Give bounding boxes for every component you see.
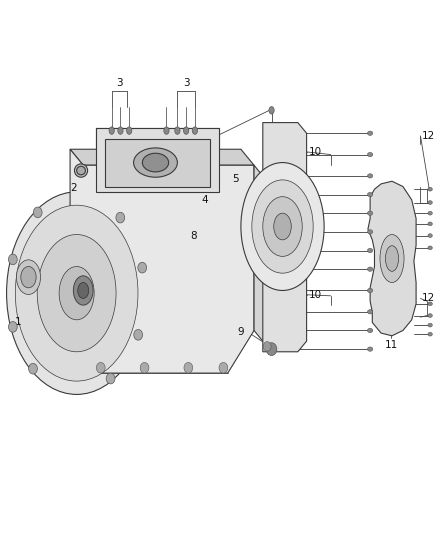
Ellipse shape	[74, 164, 88, 177]
Polygon shape	[263, 123, 307, 352]
Polygon shape	[96, 128, 219, 149]
Ellipse shape	[380, 235, 404, 282]
Ellipse shape	[428, 222, 432, 226]
Text: 12: 12	[422, 131, 435, 141]
Polygon shape	[96, 128, 219, 192]
Ellipse shape	[15, 205, 138, 381]
Circle shape	[134, 329, 142, 340]
Ellipse shape	[428, 187, 432, 191]
Ellipse shape	[7, 192, 147, 394]
Polygon shape	[254, 165, 267, 346]
Circle shape	[184, 362, 193, 373]
Ellipse shape	[142, 154, 169, 172]
Text: 9: 9	[238, 327, 244, 336]
Ellipse shape	[59, 266, 94, 320]
Ellipse shape	[192, 127, 198, 134]
Ellipse shape	[428, 246, 432, 249]
Ellipse shape	[252, 180, 313, 273]
Ellipse shape	[367, 152, 373, 157]
Circle shape	[8, 254, 17, 265]
Ellipse shape	[21, 266, 36, 288]
Text: 10: 10	[309, 290, 322, 300]
Text: 10: 10	[309, 147, 322, 157]
Ellipse shape	[17, 260, 40, 294]
Text: 3: 3	[183, 78, 190, 88]
Ellipse shape	[241, 163, 324, 290]
Text: 3: 3	[116, 78, 123, 88]
Ellipse shape	[367, 288, 373, 293]
Polygon shape	[105, 139, 210, 187]
Text: 12: 12	[422, 294, 435, 303]
Ellipse shape	[367, 211, 373, 215]
Ellipse shape	[78, 282, 88, 298]
Ellipse shape	[367, 192, 373, 197]
Ellipse shape	[37, 235, 116, 352]
Circle shape	[28, 364, 37, 374]
Circle shape	[263, 342, 271, 351]
Ellipse shape	[274, 213, 291, 240]
Text: 6: 6	[207, 132, 214, 142]
Ellipse shape	[385, 246, 399, 271]
Circle shape	[266, 343, 277, 356]
Ellipse shape	[367, 131, 373, 135]
Ellipse shape	[134, 148, 177, 177]
Ellipse shape	[428, 333, 432, 336]
Circle shape	[219, 362, 228, 373]
Polygon shape	[368, 181, 416, 336]
Ellipse shape	[175, 127, 180, 134]
Ellipse shape	[428, 323, 432, 327]
Ellipse shape	[127, 127, 132, 134]
Ellipse shape	[164, 127, 169, 134]
Ellipse shape	[367, 248, 373, 253]
Text: 4: 4	[201, 195, 208, 205]
Ellipse shape	[263, 197, 302, 256]
Text: 8: 8	[191, 231, 197, 240]
Ellipse shape	[428, 302, 432, 306]
Text: 5: 5	[232, 174, 239, 183]
Circle shape	[96, 362, 105, 373]
Ellipse shape	[428, 201, 432, 205]
Circle shape	[8, 321, 17, 332]
Circle shape	[140, 362, 149, 373]
Ellipse shape	[269, 107, 274, 114]
Ellipse shape	[428, 233, 432, 237]
Ellipse shape	[77, 166, 85, 175]
Ellipse shape	[428, 313, 432, 317]
Ellipse shape	[184, 127, 189, 134]
Text: 2: 2	[70, 183, 77, 192]
Ellipse shape	[367, 267, 373, 271]
Polygon shape	[70, 149, 254, 373]
Ellipse shape	[428, 211, 432, 215]
Text: 1: 1	[14, 318, 21, 327]
Circle shape	[106, 373, 115, 384]
Ellipse shape	[73, 276, 93, 305]
Circle shape	[33, 207, 42, 217]
Ellipse shape	[367, 328, 373, 333]
Ellipse shape	[118, 127, 123, 134]
Ellipse shape	[367, 310, 373, 314]
Ellipse shape	[109, 127, 114, 134]
Polygon shape	[70, 149, 254, 165]
Ellipse shape	[367, 174, 373, 178]
Text: 7: 7	[282, 327, 288, 336]
Ellipse shape	[367, 347, 373, 351]
Text: 11: 11	[385, 340, 398, 350]
Ellipse shape	[367, 230, 373, 234]
Circle shape	[138, 262, 147, 273]
Circle shape	[116, 212, 125, 223]
